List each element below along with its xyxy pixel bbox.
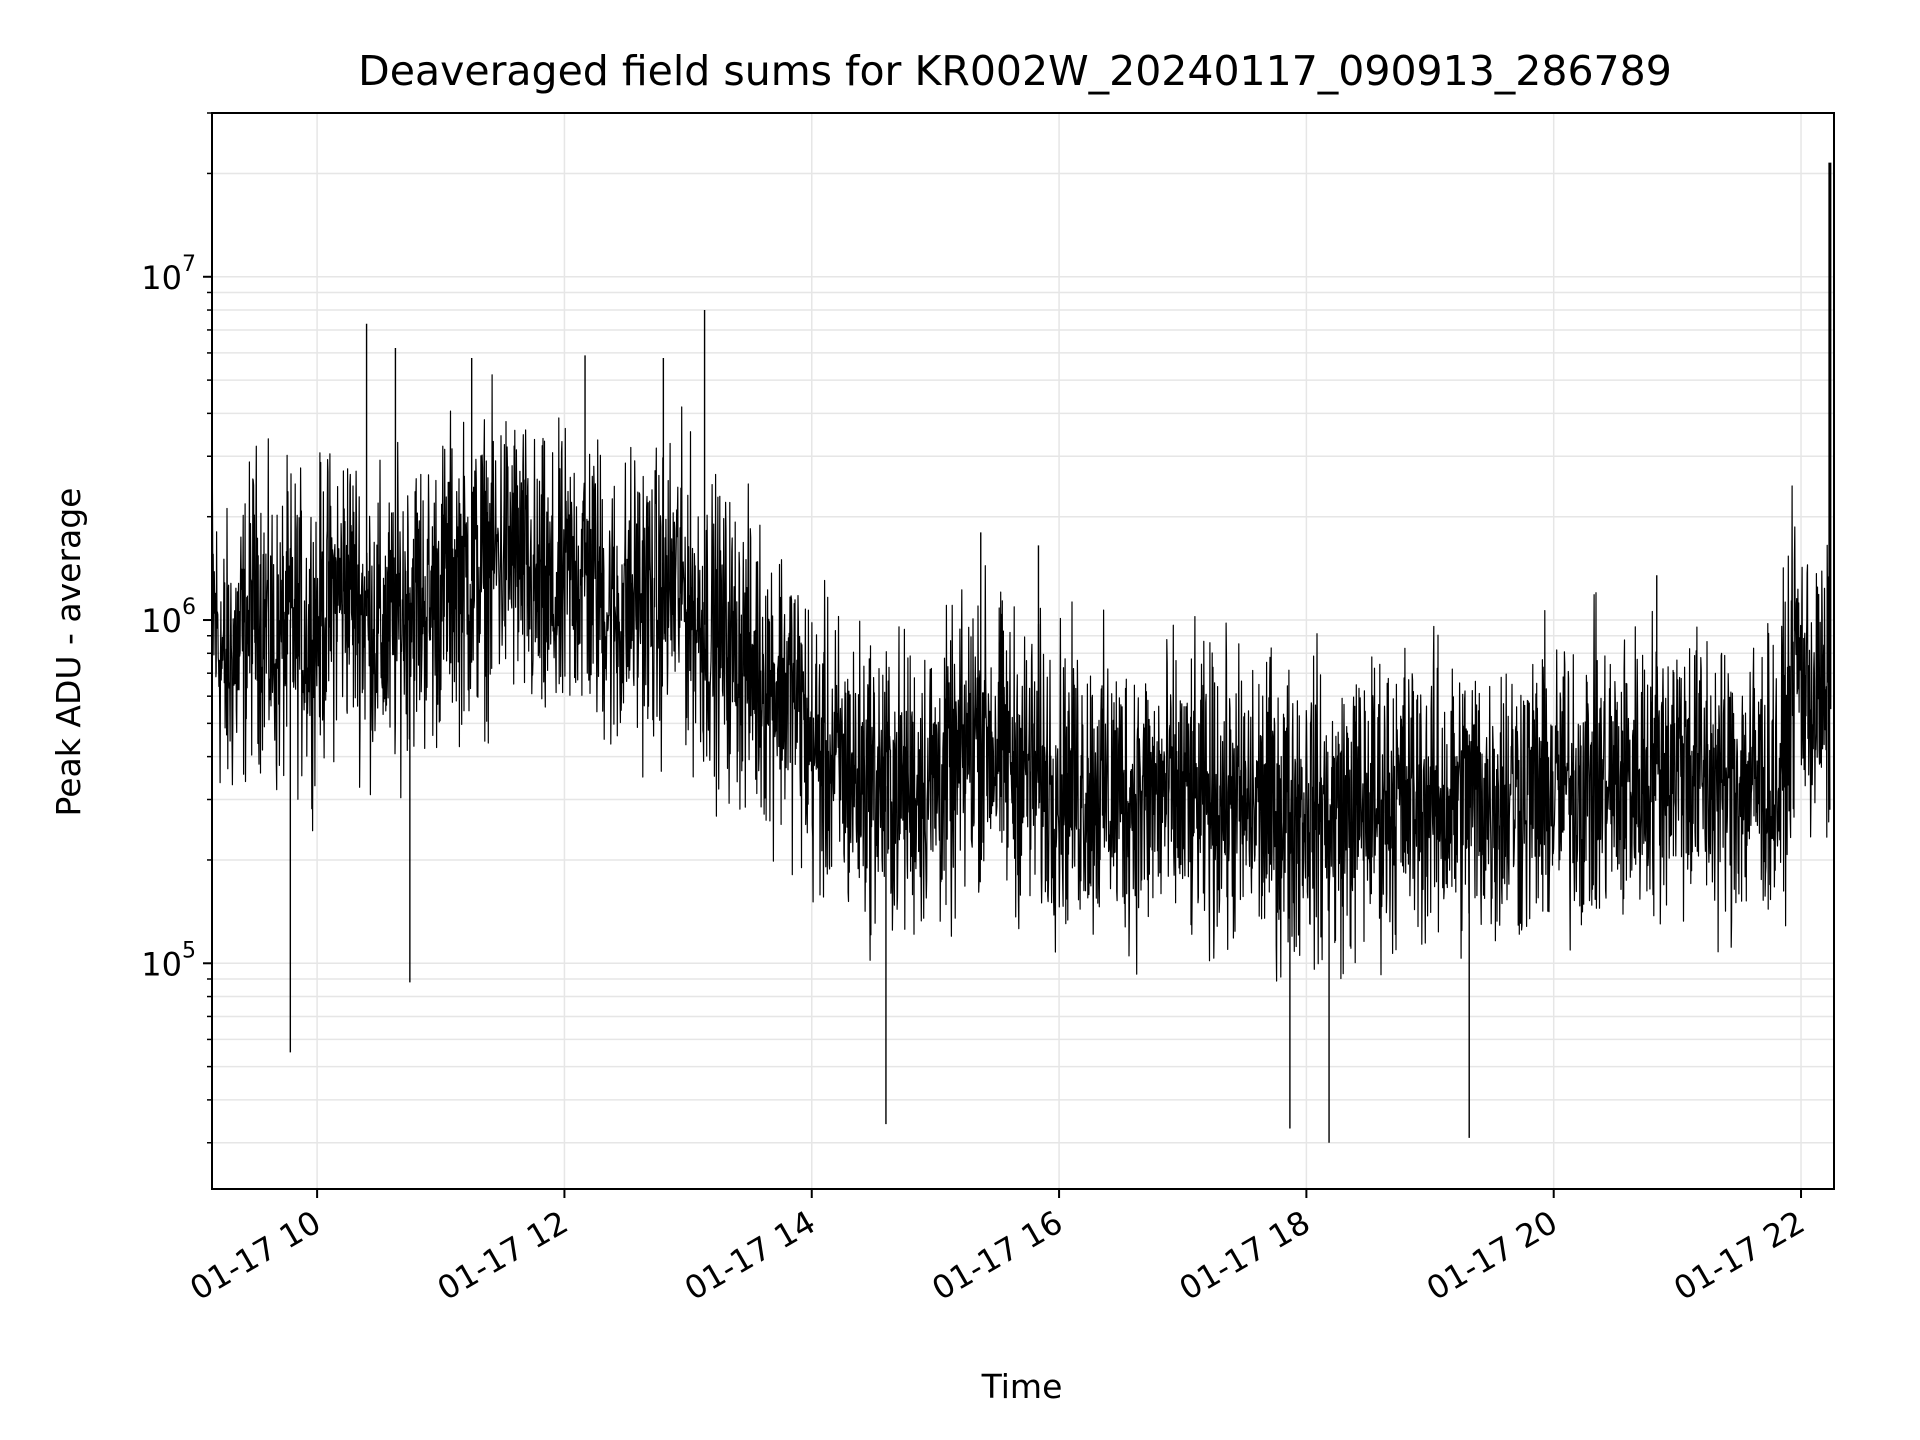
- y-tick-exponent: 6: [182, 595, 196, 620]
- plot-frame: [211, 112, 1835, 1190]
- y-tick-exponent: 7: [182, 252, 196, 277]
- series-line: [211, 374, 1831, 982]
- y-axis-label: Peak ADU - average: [49, 488, 88, 817]
- x-axis-label: Time: [981, 1367, 1063, 1406]
- plot-area: [211, 162, 1832, 1143]
- y-tick-exponent: 5: [182, 938, 196, 963]
- chart-title: Deaveraged field sums for KR002W_2024011…: [358, 47, 1672, 95]
